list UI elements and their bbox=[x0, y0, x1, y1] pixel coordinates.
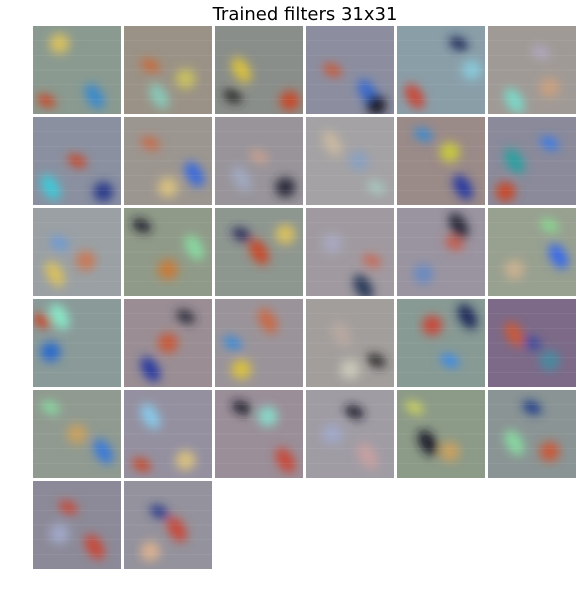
filter-tile bbox=[33, 390, 121, 478]
filter-tile bbox=[215, 299, 303, 387]
filter-tile bbox=[397, 26, 485, 114]
filter-tile bbox=[488, 390, 576, 478]
filter-tile bbox=[397, 390, 485, 478]
figure-title: Trained filters 31x31 bbox=[212, 4, 398, 25]
filter-tile bbox=[306, 299, 394, 387]
filter-tile bbox=[33, 208, 121, 296]
filter-tile bbox=[215, 390, 303, 478]
filter-tile bbox=[124, 117, 212, 205]
filter-tile bbox=[124, 299, 212, 387]
filter-tile bbox=[306, 117, 394, 205]
filter-tile bbox=[488, 299, 576, 387]
filter-tile bbox=[306, 390, 394, 478]
filter-tile bbox=[215, 26, 303, 114]
filter-tile bbox=[124, 481, 212, 569]
filter-tile bbox=[488, 26, 576, 114]
filter-tile bbox=[306, 26, 394, 114]
filter-tile bbox=[488, 208, 576, 296]
filter-tile bbox=[124, 26, 212, 114]
filter-tile bbox=[397, 299, 485, 387]
filter-tile bbox=[488, 117, 576, 205]
filter-tile bbox=[397, 208, 485, 296]
filter-tile bbox=[33, 26, 121, 114]
filter-tile bbox=[124, 208, 212, 296]
filter-tile bbox=[33, 481, 121, 569]
filter-tile bbox=[306, 208, 394, 296]
filter-tile bbox=[33, 299, 121, 387]
filter-tile bbox=[124, 390, 212, 478]
filter-tile bbox=[397, 117, 485, 205]
filter-tile bbox=[33, 117, 121, 205]
filter-tile bbox=[215, 117, 303, 205]
filter-tile bbox=[215, 208, 303, 296]
